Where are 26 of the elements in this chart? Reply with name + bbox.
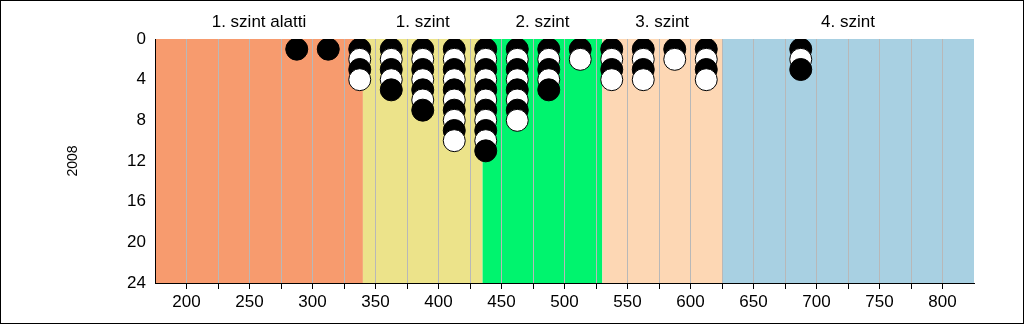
x-tick-label: 450 [487, 291, 516, 311]
x-tick-label: 400 [424, 291, 453, 311]
y-tick-label: 20 [127, 232, 146, 252]
x-tick-label: 500 [550, 291, 579, 311]
x-tick-label: 800 [928, 291, 957, 311]
x-tick-label: 600 [676, 291, 705, 311]
y-tick-label: 4 [136, 69, 146, 89]
band-label: 1. szint alatti [211, 12, 307, 32]
x-tick-label: 350 [361, 291, 390, 311]
x-tick-label: 700 [802, 291, 831, 311]
x-tick-label: 750 [865, 291, 894, 311]
band-label: 1. szint [395, 12, 450, 32]
x-tick-label: 250 [235, 291, 264, 311]
y-tick-label: 16 [127, 191, 146, 211]
y-tick-label: 8 [136, 110, 146, 130]
y-tick-label: 24 [127, 272, 146, 292]
band-label: 3. szint [635, 12, 690, 32]
band-label: 4. szint [821, 12, 876, 32]
band-label: 2. szint [515, 12, 570, 32]
y-tick-label: 12 [127, 150, 146, 170]
x-tick-label: 300 [298, 291, 327, 311]
y-tick-label: 0 [136, 28, 146, 48]
y-axis-title: 2008 [64, 145, 81, 177]
x-tick-label: 200 [172, 291, 201, 311]
x-tick-label: 650 [739, 291, 768, 311]
x-tick-label: 550 [613, 291, 642, 311]
